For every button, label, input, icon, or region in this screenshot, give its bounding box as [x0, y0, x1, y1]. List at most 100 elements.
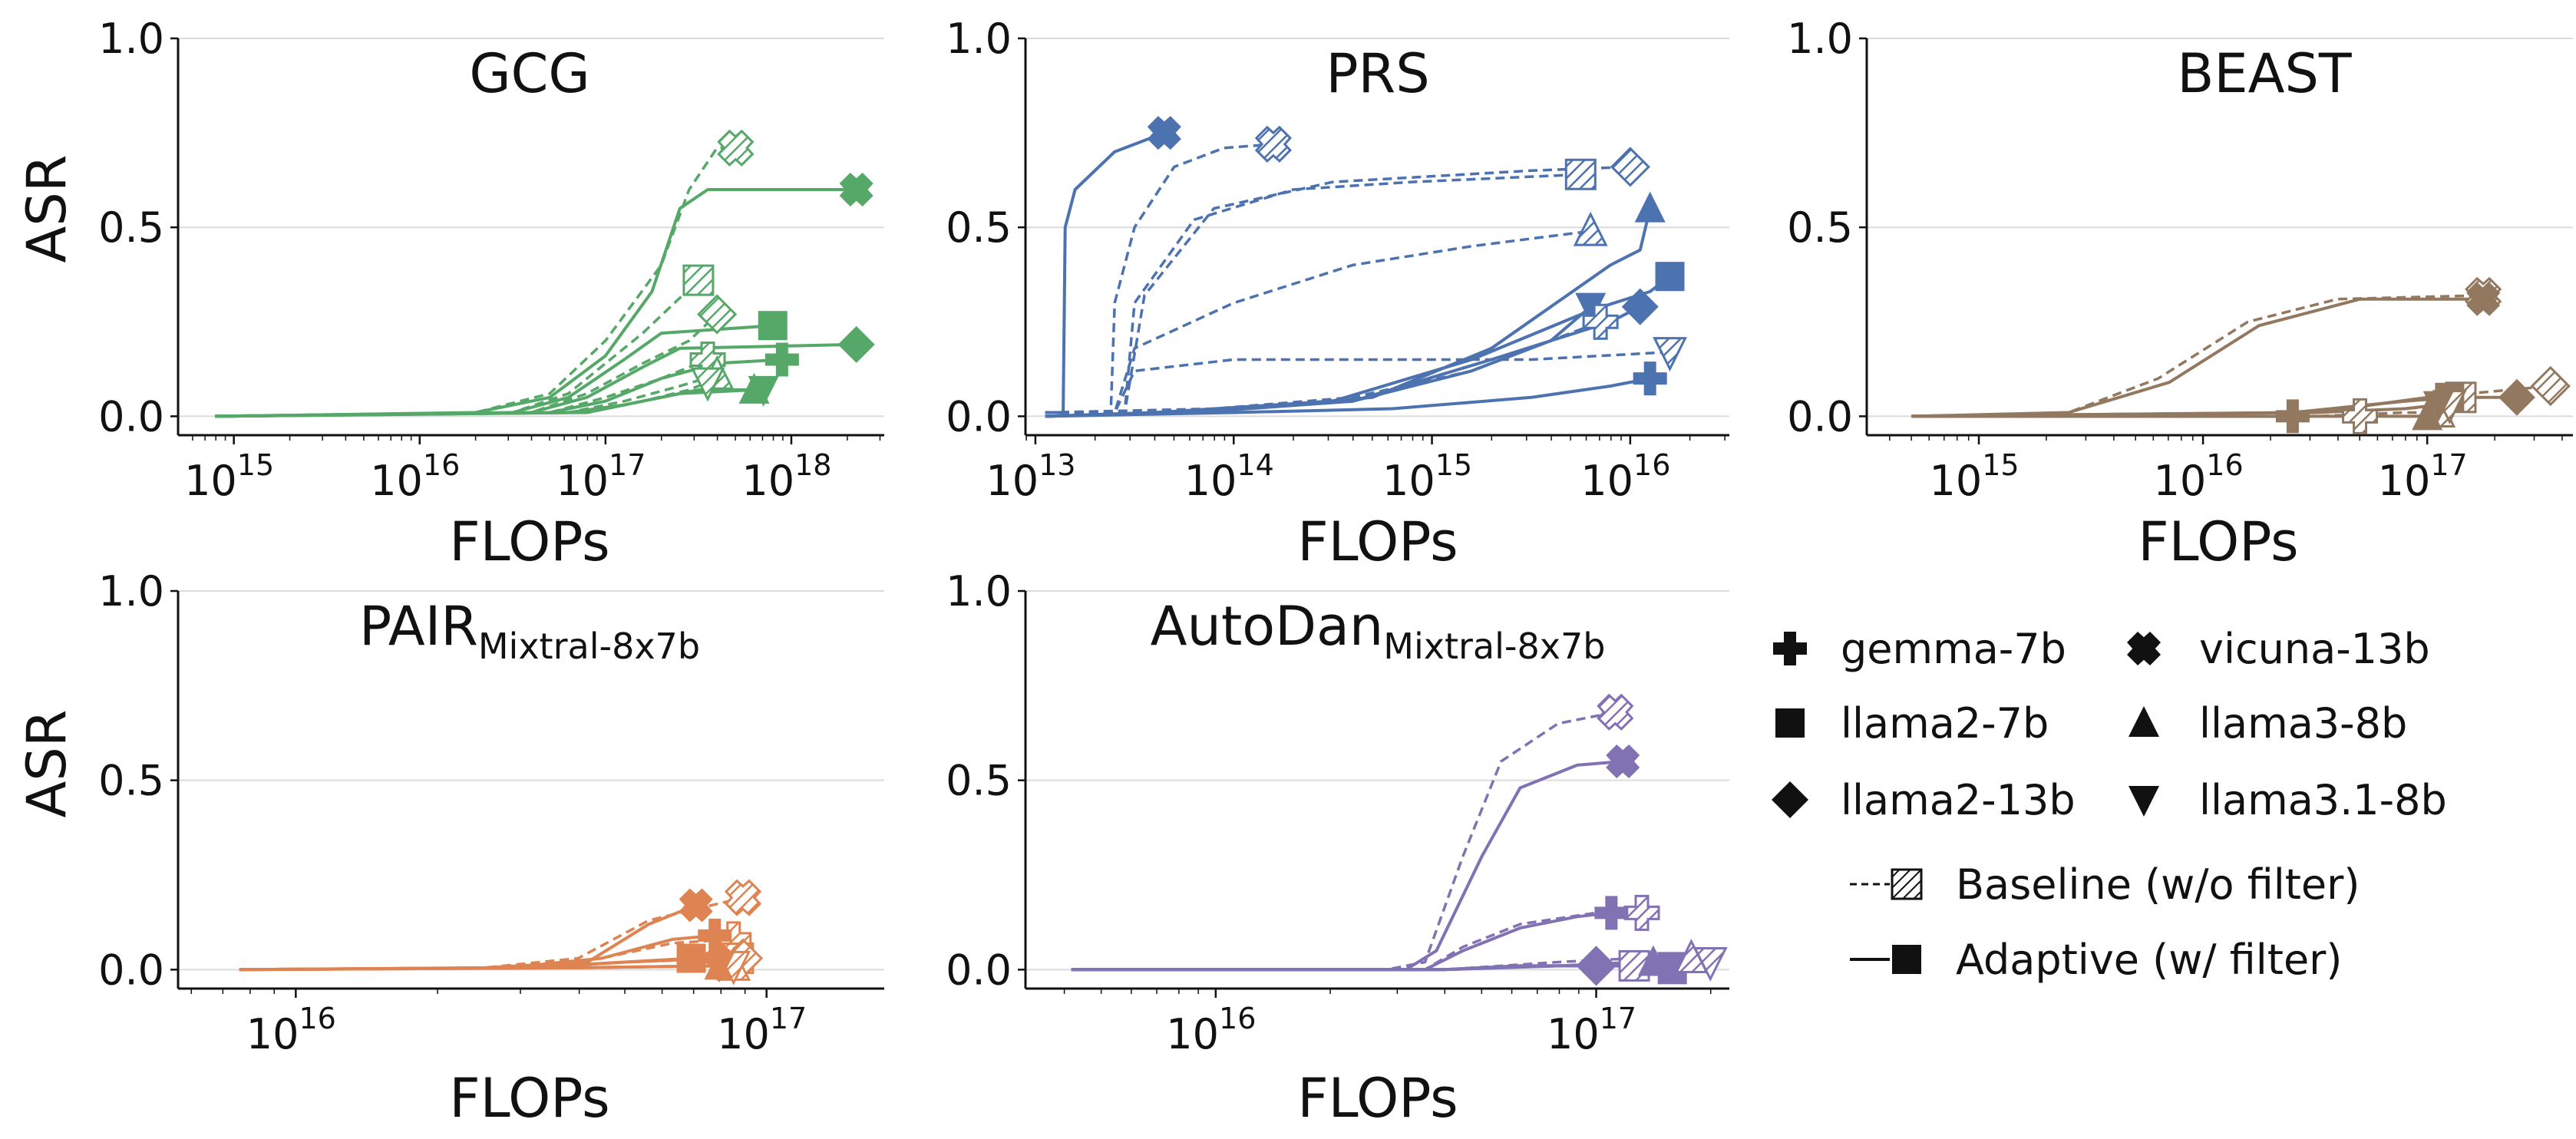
legend-label-vicuna-13b: vicuna-13b	[2199, 625, 2430, 673]
series-line-vicuna-13b-adaptive	[1071, 760, 1623, 972]
y-tick-label: 0.0	[946, 946, 1012, 994]
panel-prs-title: PRS	[1326, 42, 1429, 105]
marker-vicuna-13b-adaptive	[2466, 282, 2501, 316]
marker-llama2-13b-adaptive	[2498, 378, 2535, 416]
panel-autodan-x-label: FLOPs	[1297, 1067, 1458, 1130]
series-line-vicuna-13b-adaptive	[1911, 297, 2484, 418]
legend-item-llama3-8b: llama3-8b	[2129, 699, 2407, 748]
marker-llama3.1-8b-adaptive	[1575, 292, 1607, 324]
panel-beast-title: BEAST	[2177, 42, 2352, 105]
x-tick-label: 1013	[986, 448, 1075, 505]
marker-llama3.1-8b-baseline	[1653, 337, 1687, 372]
legend-item-llama3.1-8b: llama3.1-8b	[2129, 776, 2447, 824]
series-line-gemma-7b-adaptive	[1045, 377, 1651, 418]
legend-triangle-up-shape	[2129, 706, 2159, 737]
panel-pair-title: PAIRMixtral-8x7b	[359, 595, 700, 667]
panel-autodan: FLOPs AutoDanMixtral-8x7b 0.0 0.5 1.0 1016 1…	[946, 567, 1729, 1130]
marker-vicuna-13b-baseline	[717, 129, 755, 167]
panel-prs-x-label: FLOPs	[1297, 510, 1458, 573]
y-tick-label: 0.5	[946, 757, 1012, 805]
series-line-llama3-8b-adaptive	[1045, 208, 1652, 418]
y-tick-label: 0.5	[98, 203, 164, 252]
marker-llama2-7b-adaptive	[758, 311, 788, 341]
marker-llama3-8b-adaptive	[2412, 399, 2443, 431]
y-tick-label: 1.0	[98, 15, 164, 63]
panel-gcg-title-main: GCG	[469, 42, 590, 105]
legend-label-llama3.1-8b: llama3.1-8b	[2199, 776, 2447, 824]
marker-llama3.1-8b-adaptive	[1656, 952, 1688, 983]
legend-square-shape	[1775, 708, 1805, 738]
series-line-llama3-8b-baseline	[215, 373, 718, 418]
marker-llama3.1-8b-adaptive	[2422, 391, 2454, 422]
legend-item-adaptive: Adaptive (w/ filter)	[1850, 936, 2342, 984]
legend-square-shape	[1892, 945, 1921, 974]
legend-item-vicuna-13b: vicuna-13b	[2127, 625, 2430, 673]
series-line-vicuna-13b-adaptive	[215, 188, 857, 418]
legend-diamond-shape	[1772, 781, 1808, 818]
panel-autodan-title-main: AutoDan	[1151, 595, 1384, 658]
panel-beast: FLOPs BEAST 0.0 0.5 1.0 1015 1016 1017	[1787, 15, 2573, 573]
x-tick-label: 1017	[717, 1002, 807, 1058]
series-line-llama3.1-8b-baseline	[1045, 350, 1670, 414]
marker-vicuna-13b-adaptive	[839, 172, 874, 206]
legend-label-adaptive: Adaptive (w/ filter)	[1956, 936, 2342, 984]
series-line-vicuna-13b-baseline	[215, 147, 736, 418]
y-tick-label: 0.0	[946, 392, 1012, 441]
legend-label-gemma-7b: gemma-7b	[1841, 625, 2066, 673]
series-line-llama3.1-8b-adaptive	[215, 388, 764, 418]
legend-plus-marker	[1773, 632, 1807, 665]
x-tick-label: 1017	[556, 448, 646, 505]
legend-x-shape	[2127, 632, 2161, 665]
marker-llama2-7b-adaptive	[1655, 262, 1685, 292]
panel-beast-plot: 0.0 0.5 1.0 1015 1016 1017	[1787, 15, 2573, 505]
marker-llama3.1-8b-adaptive	[748, 375, 779, 407]
panel-gcg-y-label: ASR	[15, 155, 78, 263]
y-tick-label: 0.0	[98, 392, 164, 441]
x-tick-label: 1016	[1166, 1002, 1256, 1058]
panel-pair-y-label: ASR	[15, 710, 78, 818]
panel-autodan-plot: 0.0 0.5 1.0 1016 1017	[946, 567, 1729, 1058]
marker-llama2-7b-baseline	[682, 264, 715, 296]
panel-pair-title-sub: Mixtral-8x7b	[478, 626, 700, 667]
marker-gemma-7b-adaptive	[765, 342, 799, 377]
panel-beast-title-main: BEAST	[2177, 42, 2352, 105]
marker-gemma-7b-adaptive	[1594, 896, 1629, 930]
x-tick-label: 1016	[1580, 448, 1670, 505]
legend-triangle-down-marker	[2129, 786, 2159, 817]
panel-beast-x-label: FLOPs	[2138, 510, 2298, 573]
marker-llama2-13b-baseline	[696, 294, 738, 335]
legend-hatched-square-shape	[1891, 868, 1923, 900]
panel-autodan-title-sub: Mixtral-8x7b	[1383, 626, 1605, 667]
x-tick-label: 1015	[184, 448, 274, 505]
series-line-gemma-7b-baseline	[1045, 320, 1601, 414]
marker-llama2-13b-adaptive	[837, 325, 875, 363]
legend-label-llama2-7b: llama2-7b	[1841, 699, 2049, 748]
series-line-gemma-7b-adaptive	[239, 933, 715, 972]
marker-vicuna-13b-adaptive	[1606, 744, 1640, 778]
marker-llama3-8b-baseline	[1573, 211, 1608, 246]
legend-square-marker	[1775, 708, 1805, 738]
x-tick-label: 1015	[1929, 448, 2019, 505]
legend-label-baseline: Baseline (w/o filter)	[1956, 860, 2360, 909]
legend: gemma-7b vicuna-13b llama2-7b llama3-8b …	[1772, 625, 2447, 984]
marker-vicuna-13b-baseline	[1254, 125, 1292, 163]
y-tick-label: 0.5	[98, 757, 164, 805]
marker-llama2-13b-adaptive	[1577, 947, 1615, 985]
y-tick-label: 1.0	[946, 567, 1012, 616]
y-tick-label: 0.5	[1787, 203, 1853, 252]
x-tick-label: 1016	[2154, 448, 2244, 505]
marker-gemma-7b-baseline	[2342, 398, 2379, 434]
legend-plus-shape	[1773, 632, 1807, 665]
panel-pair-x-label: FLOPs	[449, 1067, 609, 1130]
series-line-llama2-7b-baseline	[215, 279, 700, 418]
series-line-llama3.1-8b-adaptive	[239, 964, 720, 972]
legend-filled-square-marker	[1892, 945, 1921, 974]
y-tick-label: 1.0	[98, 567, 164, 616]
x-tick-label: 1016	[246, 1002, 336, 1058]
x-tick-label: 1018	[741, 448, 831, 505]
legend-item-llama2-13b: llama2-13b	[1772, 776, 2076, 824]
series-line-vicuna-13b-baseline	[1071, 711, 1616, 972]
marker-llama3.1-8b-adaptive	[704, 952, 735, 983]
series-line-vicuna-13b-baseline	[1911, 294, 2484, 418]
